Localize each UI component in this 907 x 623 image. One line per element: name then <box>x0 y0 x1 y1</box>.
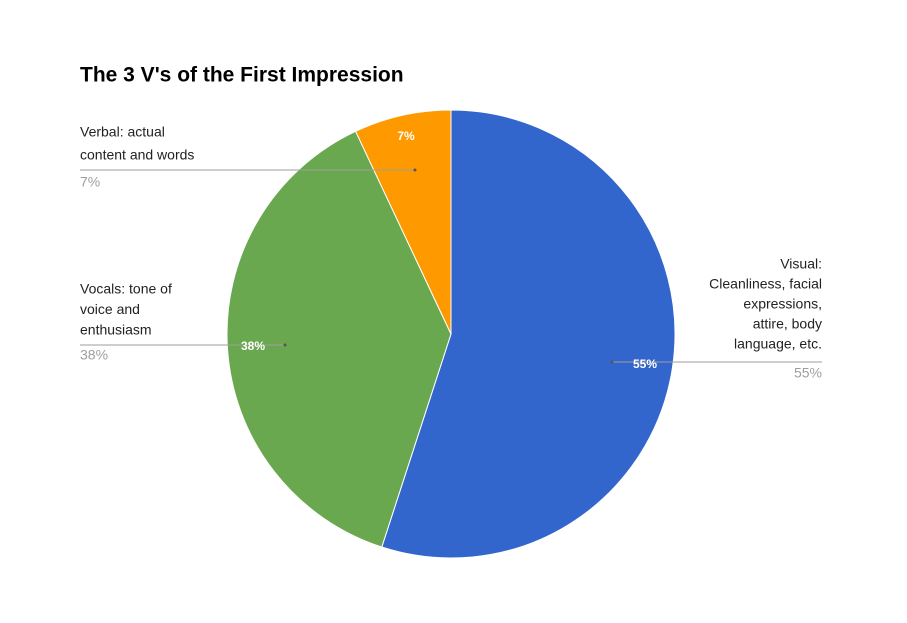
category-label: Vocals: tone of <box>80 281 172 297</box>
slice-label: 38% <box>241 339 265 353</box>
leader-dot <box>413 168 417 172</box>
category-label: Cleanliness, facial <box>709 276 822 292</box>
category-label: Visual: <box>780 256 822 272</box>
category-label: language, etc. <box>734 336 822 352</box>
pie-slice <box>381 109 676 559</box>
category-label: attire, body <box>753 316 822 332</box>
pie-slice <box>226 130 452 548</box>
category-label: content and words <box>80 147 194 163</box>
pie-slice <box>354 109 452 335</box>
category-label: enthusiasm <box>80 322 152 338</box>
slice-label: 55% <box>633 357 657 371</box>
percent-label: 55% <box>794 365 822 381</box>
chart-title: The 3 V's of the First Impression <box>80 64 404 87</box>
percent-label: 38% <box>80 347 108 363</box>
category-label: Verbal: actual <box>80 124 165 140</box>
percent-label: 7% <box>80 174 100 190</box>
slice-label: 7% <box>397 129 415 143</box>
category-label: voice and <box>80 301 140 317</box>
leader-dot <box>610 360 614 364</box>
category-label: expressions, <box>743 296 822 312</box>
leader-dot <box>283 343 287 347</box>
